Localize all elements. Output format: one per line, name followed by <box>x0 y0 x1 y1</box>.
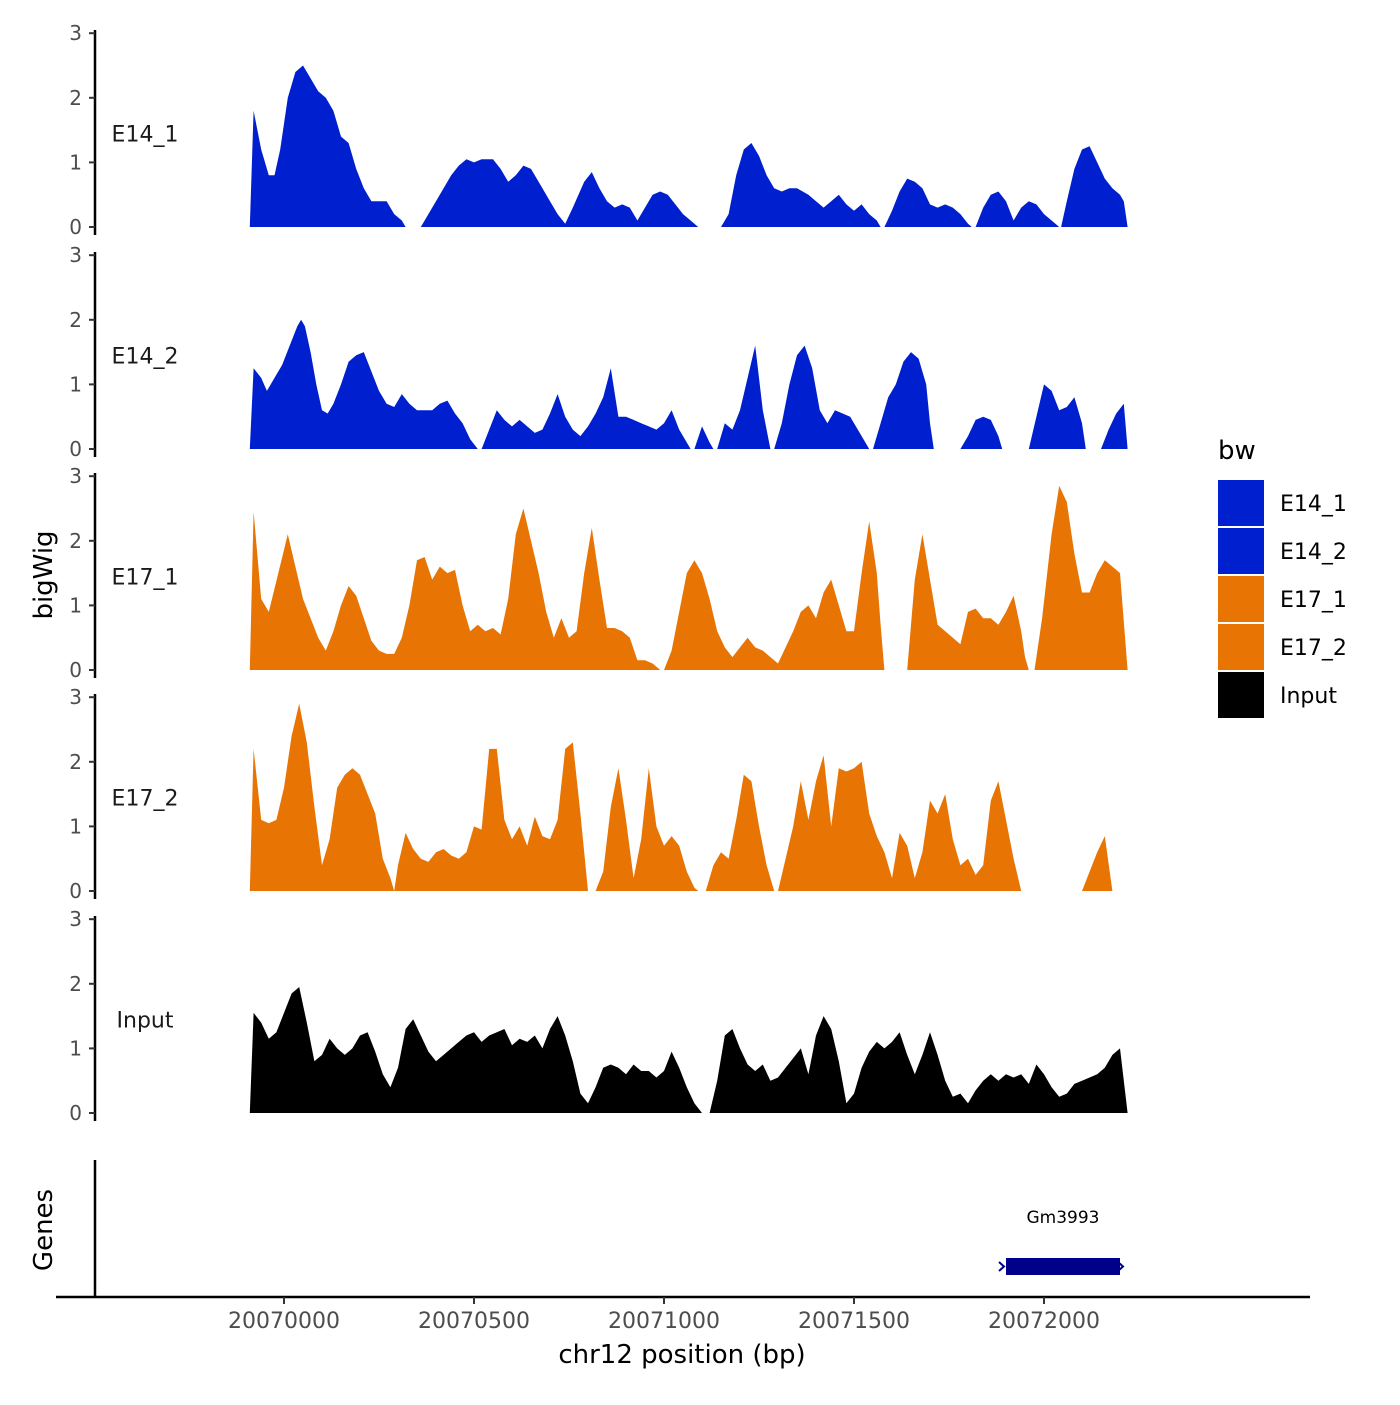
y-tick-label: 2 <box>69 86 82 110</box>
coverage-area-e17_2-3 <box>778 755 1022 891</box>
coverage-area-e14_1-1 <box>420 159 699 227</box>
legend-label: E14_2 <box>1280 540 1347 565</box>
x-tick-label: 20071500 <box>798 1309 910 1334</box>
track-label: E14_2 <box>112 344 179 369</box>
y-tick-label: 1 <box>69 372 82 396</box>
x-tick-label: 20072000 <box>988 1309 1100 1334</box>
coverage-area-e14_2-5 <box>873 352 934 449</box>
coverage-area-e17_2-4 <box>1082 836 1113 891</box>
strand-arrow-icon <box>1117 1261 1125 1272</box>
track-input: 0 1 2 3 Input <box>69 907 1128 1125</box>
track-e17_1: 0 1 2 3 E17_1 <box>69 464 1128 682</box>
y-axis-title: bigWig <box>29 530 59 619</box>
y-tick-label: 1 <box>69 1036 82 1060</box>
y-tick-label: 2 <box>69 972 82 996</box>
y-tick-label: 0 <box>69 658 82 682</box>
legend-label: E17_1 <box>1280 588 1347 613</box>
x-tick-label: 20070500 <box>418 1309 530 1334</box>
coverage-area-e14_2-7 <box>1028 384 1086 449</box>
tracks-layer: 0 1 2 3 E14_1 0 1 2 3 E14_2 0 1 2 3 E17_1 0 1 2 3 E17_2 0 1 2 3… <box>69 21 1128 1125</box>
coverage-area-e14_1-2 <box>721 143 881 227</box>
track-label: Input <box>117 1008 174 1033</box>
track-e17_2: 0 1 2 3 E17_2 <box>69 685 1113 903</box>
legend-title: bw <box>1218 436 1256 466</box>
x-axis-title: chr12 position (bp) <box>558 1340 805 1370</box>
y-tick-label: 0 <box>69 879 82 903</box>
strand-arrow-icon <box>998 1261 1006 1272</box>
coverage-area-e17_2-0 <box>249 703 589 891</box>
legend-label: E14_1 <box>1280 492 1347 517</box>
coverage-area-e14_1-0 <box>249 65 406 227</box>
coverage-area-e17_1-0 <box>249 508 661 670</box>
track-e14_2: 0 1 2 3 E14_2 <box>69 243 1128 461</box>
y-tick-label: 3 <box>69 907 82 931</box>
track-label: E14_1 <box>112 122 179 147</box>
coverage-area-e14_2-0 <box>249 319 478 449</box>
track-label: E17_2 <box>112 786 179 811</box>
y-tick-label: 2 <box>69 529 82 553</box>
coverage-area-e14_2-8 <box>1101 403 1128 449</box>
x-tick-label: 20070000 <box>228 1309 340 1334</box>
coverage-area-e14_1-3 <box>884 178 972 227</box>
coverage-area-e14_1-4 <box>975 191 1060 227</box>
y-tick-label: 0 <box>69 1101 82 1125</box>
y-tick-label: 0 <box>69 215 82 239</box>
coverage-area-e14_2-4 <box>774 345 870 449</box>
coverage-area-e14_2-1 <box>481 368 691 449</box>
coverage-area-e17_2-2 <box>705 774 775 891</box>
coverage-area-e17_1-2 <box>907 534 1029 670</box>
coverage-area-e17_2-1 <box>595 768 699 891</box>
y-tick-label: 1 <box>69 593 82 617</box>
legend-swatch <box>1218 528 1264 574</box>
y-tick-label: 0 <box>69 437 82 461</box>
legend-swatch <box>1218 672 1264 718</box>
coverage-area-input-1 <box>709 1016 1128 1113</box>
legend-label: Input <box>1280 684 1337 709</box>
legend-swatch <box>1218 480 1264 526</box>
legend-swatch <box>1218 576 1264 622</box>
legend-swatch <box>1218 624 1264 670</box>
coverage-area-e14_2-2 <box>694 426 714 449</box>
genes-panel: Gm3993 <box>93 1160 1125 1297</box>
legend-label: E17_2 <box>1280 636 1347 661</box>
y-tick-label: 3 <box>69 243 82 267</box>
y-tick-label: 2 <box>69 750 82 774</box>
y-tick-label: 3 <box>69 464 82 488</box>
coverage-area-input-0 <box>249 987 703 1113</box>
coverage-area-e14_2-3 <box>717 345 771 449</box>
x-axis: 20070000 20070500 20071000 20071500 20072000 <box>56 1295 1310 1334</box>
genes-axis-title: Genes <box>29 1189 59 1271</box>
coverage-area-e17_1-1 <box>664 521 885 670</box>
track-label: E17_1 <box>112 565 179 590</box>
legend: bw E14_1 E14_2 E17_1 E17_2 Input <box>1218 436 1347 718</box>
coverage-area-e17_1-3 <box>1034 485 1128 670</box>
y-tick-label: 1 <box>69 814 82 838</box>
y-tick-label: 3 <box>69 685 82 709</box>
coverage-area-e14_1-5 <box>1061 146 1128 227</box>
coverage-area-e14_2-6 <box>960 416 1003 449</box>
track-e14_1: 0 1 2 3 E14_1 <box>69 21 1128 239</box>
gene-body <box>1006 1258 1120 1275</box>
y-tick-label: 3 <box>69 21 82 45</box>
y-tick-label: 1 <box>69 150 82 174</box>
x-tick-label: 20071000 <box>608 1309 720 1334</box>
gene-label: Gm3993 <box>1027 1208 1100 1228</box>
y-tick-label: 2 <box>69 308 82 332</box>
